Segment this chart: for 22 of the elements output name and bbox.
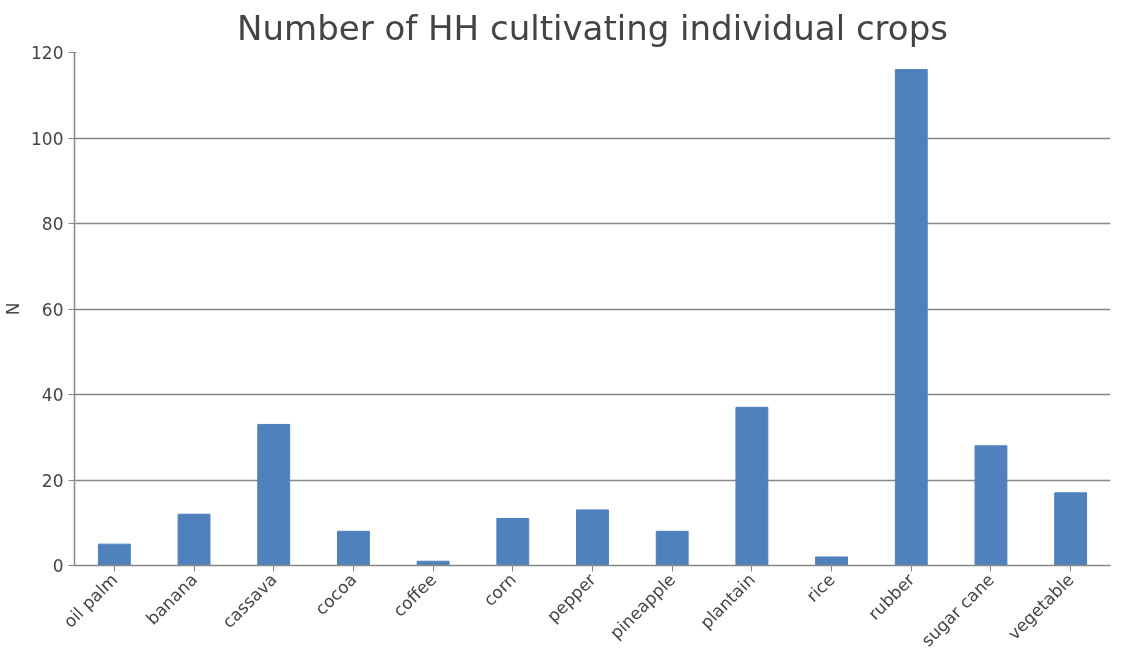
bar bbox=[177, 513, 211, 566]
bar bbox=[257, 423, 291, 566]
y-tick-label: 0 bbox=[52, 556, 64, 576]
bar bbox=[974, 445, 1008, 566]
chart-title: Number of HH cultivating individual crops bbox=[237, 7, 948, 48]
x-tick-label: rice bbox=[802, 569, 839, 606]
bar bbox=[1054, 492, 1088, 566]
bar bbox=[815, 556, 849, 566]
bar bbox=[496, 517, 530, 566]
y-tick-label: 20 bbox=[41, 470, 64, 491]
bar bbox=[336, 530, 370, 566]
bar bbox=[894, 69, 928, 566]
bar bbox=[655, 530, 689, 566]
bar bbox=[576, 509, 609, 566]
bar bbox=[97, 543, 131, 566]
y-axis-title: N bbox=[3, 302, 24, 316]
y-tick-label: 100 bbox=[31, 128, 64, 149]
y-tick-label: 120 bbox=[31, 43, 64, 63]
y-tick-label: 40 bbox=[41, 385, 64, 405]
bar bbox=[735, 406, 769, 566]
y-tick-label: 60 bbox=[41, 299, 64, 320]
y-tick-label: 80 bbox=[41, 214, 64, 234]
